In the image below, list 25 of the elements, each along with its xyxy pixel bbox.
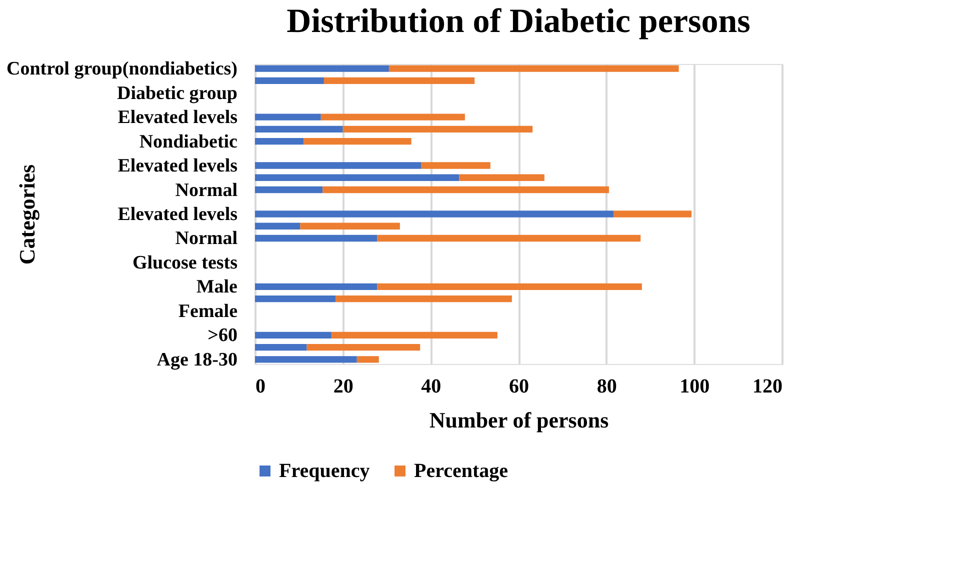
y-tick-label: Nondiabetic	[139, 131, 238, 152]
y-tick-label: Normal	[175, 228, 238, 250]
y-tick-label: Elevated levels	[118, 156, 238, 177]
y-tick-label: Elevated levels	[118, 107, 238, 128]
y-tick-label: Glucose tests	[132, 252, 238, 274]
y-tick-label: Normal	[175, 180, 238, 201]
y-axis-title: Categories	[14, 164, 40, 265]
y-tick-label: Male	[196, 276, 238, 298]
y-tick-label: Female	[178, 300, 238, 322]
y-tick-label: Age 18-30	[156, 349, 238, 370]
x-tick-label: 60	[509, 376, 529, 398]
x-tick-label: 80	[596, 376, 617, 398]
y-tick-label: Diabetic group	[116, 82, 238, 104]
x-tick-label: 40	[421, 376, 442, 398]
legend-label: Frequency	[279, 460, 370, 482]
chart-title: Distribution of Diabetic persons	[286, 3, 750, 40]
y-tick-label: Elevated levels	[118, 204, 238, 225]
legend-label: Percentage	[414, 460, 508, 482]
x-tick-label: 0	[256, 376, 266, 398]
y-tick-label: >60	[208, 325, 238, 346]
x-tick-label: 120	[752, 376, 782, 398]
x-tick-label: 20	[333, 376, 354, 398]
y-tick-label: Control group(nondiabetics)	[6, 58, 238, 80]
x-tick-label: 100	[680, 376, 710, 398]
x-axis-title: Number of persons	[429, 408, 610, 432]
